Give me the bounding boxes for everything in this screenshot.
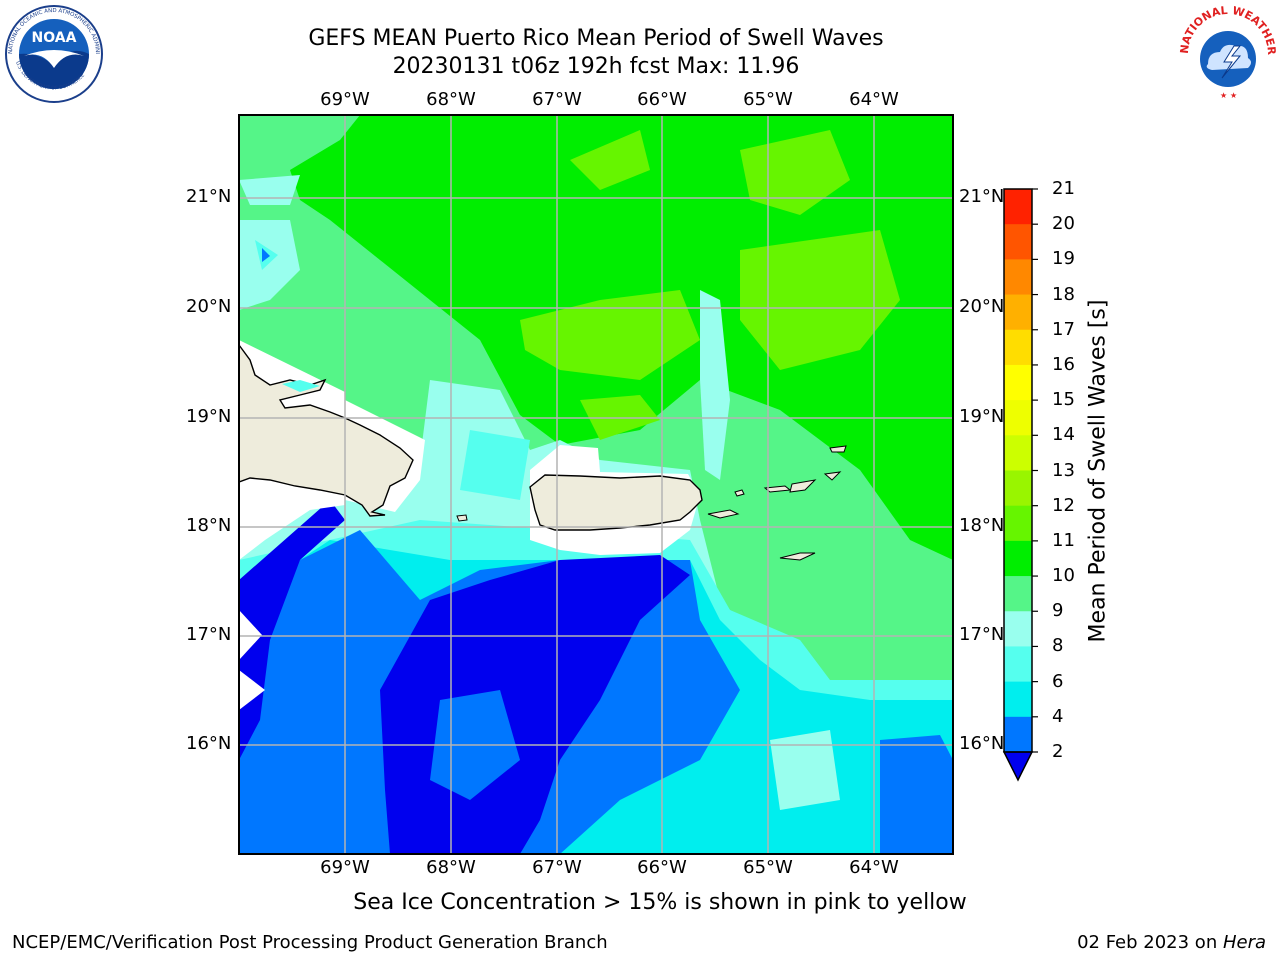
field-8-9-nw: [239, 175, 300, 205]
lat-label-left: 20°N: [186, 296, 232, 317]
land-vieques: [707, 509, 740, 519]
sea-ice-note: Sea Ice Concentration > 15% is shown in …: [353, 890, 967, 915]
field-8-9-tongue: [700, 290, 730, 480]
noaa-logo: NOAA NATIONAL OCEANIC AND ATMOSPHERIC AD…: [4, 4, 103, 103]
colorbar-tick-label: 4: [1052, 705, 1064, 727]
svg-text:★: ★: [1220, 91, 1227, 100]
colorbar-segment: [1004, 576, 1032, 612]
colorbar-segment: [1004, 540, 1032, 577]
colorbar-tick-label: 15: [1052, 389, 1075, 411]
lon-label-bottom: 68°W: [426, 857, 476, 878]
colorbar-segment: [1004, 224, 1032, 260]
field-8-9-w: [239, 220, 300, 310]
field-11-12-a: [570, 130, 650, 190]
lon-label-top: 68°W: [426, 89, 476, 110]
colorbar-tick-label: 20: [1052, 213, 1075, 235]
graticule: [239, 115, 953, 854]
chart-title: GEFS MEAN Puerto Rico Mean Period of Swe…: [308, 26, 884, 51]
lat-label-left: 18°N: [186, 515, 232, 536]
lat-label-left: 19°N: [186, 406, 232, 427]
lat-label-right: 16°N: [959, 733, 1005, 754]
colorbar-segment: [1004, 294, 1032, 331]
noaa-logo-text: NOAA: [32, 30, 77, 46]
colorbar-segment: [1004, 400, 1032, 436]
colorbar-tick-label: 18: [1052, 283, 1075, 305]
colorbar-tick-label: 21: [1052, 178, 1075, 199]
field-2-4-se: [880, 735, 953, 854]
colorbar-title: Mean Period of Swell Waves [s]: [1085, 299, 1111, 643]
land-tortola: [789, 479, 817, 493]
land-sombrero: [829, 445, 847, 453]
footer-credit: NCEP/EMC/Verification Post Processing Pr…: [12, 932, 608, 953]
colorbar-segment: [1004, 259, 1032, 296]
nodata-c: [239, 610, 262, 660]
footer-host: Hera: [1222, 932, 1266, 953]
lat-label-right: 21°N: [959, 186, 1005, 207]
colorbar: [1002, 188, 1038, 782]
svg-text:★: ★: [1230, 91, 1237, 100]
lon-label-top: 66°W: [637, 89, 687, 110]
colorbar-segment: [1004, 646, 1032, 683]
colorbar-segment: [1004, 611, 1032, 647]
nodata-b: [239, 670, 265, 710]
lat-label-right: 20°N: [959, 296, 1005, 317]
colorbar-segment: [1004, 505, 1032, 542]
field-6-8-coast: [282, 380, 320, 392]
colorbar-tick-label: 9: [1052, 600, 1064, 622]
land-anegada: [823, 471, 842, 481]
colorbar-segment: [1004, 470, 1032, 507]
colorbar-tick-label: 12: [1052, 494, 1075, 516]
lon-label-bottom: 65°W: [743, 857, 793, 878]
field-6-8-a: [460, 430, 530, 500]
lon-label-top: 65°W: [743, 89, 793, 110]
nws-logo: NATIONAL WEATHER SERVICE ★ ★: [1178, 4, 1278, 101]
lon-label-bottom: 64°W: [849, 857, 899, 878]
colorbar-segment: [1004, 681, 1032, 718]
lat-label-left: 21°N: [186, 186, 232, 207]
colorbar-segment: [1004, 329, 1032, 366]
colorbar-tick-label: 17: [1052, 318, 1075, 340]
lon-label-bottom: 67°W: [532, 857, 582, 878]
colorbar-segment: [1004, 189, 1032, 225]
colorbar-segment: [1004, 364, 1032, 401]
colorbar-tick-label: 14: [1052, 424, 1075, 446]
colorbar-extend-arrow: [1002, 751, 1034, 782]
footer-date-text: 02 Feb 2023 on: [1077, 932, 1223, 953]
colorbar-segment: [1004, 716, 1032, 753]
lon-label-top: 67°W: [532, 89, 582, 110]
lat-label-right: 19°N: [959, 406, 1005, 427]
lon-label-bottom: 66°W: [637, 857, 687, 878]
lon-label-top: 69°W: [320, 89, 370, 110]
land-culebra: [734, 489, 745, 497]
field-4-6-w: [262, 248, 270, 262]
colorbar-tick-label: 19: [1052, 248, 1075, 270]
lat-label-left: 16°N: [186, 733, 232, 754]
lat-label-right: 18°N: [959, 515, 1005, 536]
colorbar-tick-label: 13: [1052, 459, 1075, 481]
lon-label-top: 64°W: [849, 89, 899, 110]
colorbar-tick-label: 11: [1052, 529, 1075, 551]
field-8-9-patch: [770, 730, 840, 810]
land-mona: [456, 514, 468, 522]
colorbar-segment: [1004, 435, 1032, 471]
lon-label-bottom: 69°W: [320, 857, 370, 878]
land-puerto-rico: [529, 474, 703, 531]
land-stcroix: [779, 552, 816, 561]
map-field: [239, 115, 953, 854]
footer-date: 02 Feb 2023 on Hera: [1077, 932, 1266, 953]
map-frame: [238, 114, 954, 855]
lat-label-left: 17°N: [186, 624, 232, 645]
field-11-12-d: [740, 230, 900, 370]
field-lt2-w: [239, 500, 345, 760]
lat-label-right: 17°N: [959, 624, 1005, 645]
chart-subtitle: 20230131 t06z 192h fcst Max: 11.96: [392, 54, 800, 79]
colorbar-tick-label: 6: [1052, 670, 1064, 692]
colorbar-tick-label: 8: [1052, 635, 1064, 657]
colorbar-tick-label: 2: [1052, 741, 1064, 762]
field-11-12-c: [520, 290, 700, 380]
colorbar-tick-label: 10: [1052, 565, 1075, 587]
colorbar-tick-label: 16: [1052, 353, 1075, 375]
